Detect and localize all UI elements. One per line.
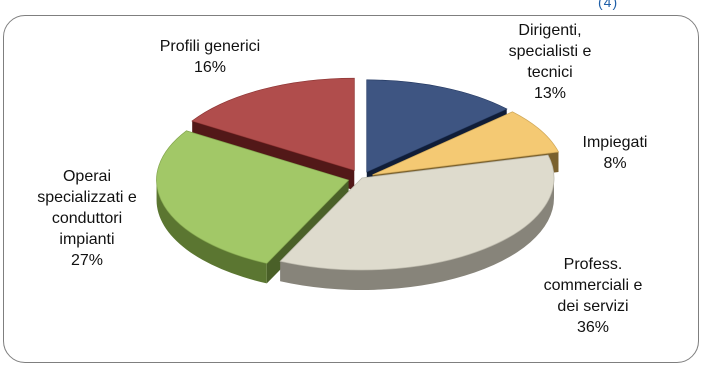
label-profili-value: 16% [193,59,227,76]
label-professioni-l1: Profess. [563,256,623,273]
label-impiegati: Impiegati 8% [560,132,670,174]
slice-4-top [191,77,355,171]
slice-2-highlight [280,155,554,270]
label-operai-l2: specializzati e [37,189,137,206]
label-operai-l1: Operai [62,168,112,185]
slice-3-side-0 [156,180,267,284]
label-dirigenti-l3: tecnici [527,64,573,81]
label-impiegati-l1: Impiegati [582,134,648,151]
label-professioni-l2: commerciali e [543,277,643,294]
slice-4-highlight [192,78,355,171]
slice-3-top [156,130,350,264]
slice-2-top [279,154,555,271]
slice-1-top [372,111,560,176]
slice-0-top [366,79,508,173]
label-dirigenti: Dirigenti, specialisti e tecnici 13% [480,20,620,104]
slice-3-highlight [156,130,349,264]
label-dirigenti-value: 13% [533,85,567,102]
label-dirigenti-l2: specialisti e [508,43,592,60]
slice-2-side-0 [280,178,554,290]
label-profili-generici: Profili generici 16% [130,36,290,78]
corner-label: (4) [598,0,619,10]
label-operai-l3: conduttori [51,210,123,227]
label-operai: Operai specializzati e conduttori impian… [2,166,172,271]
label-professioni: Profess. commerciali e dei servizi 36% [518,254,668,338]
label-operai-l4: impianti [59,231,115,248]
label-operai-value: 27% [70,252,104,269]
slice-0-highlight [366,79,507,172]
label-dirigenti-l1: Dirigenti, [518,22,582,39]
label-impiegati-value: 8% [603,155,627,172]
label-professioni-value: 36% [576,319,610,336]
slice-1-highlight [372,111,559,175]
label-profili-l1: Profili generici [159,38,261,55]
label-professioni-l3: dei servizi [557,298,629,315]
